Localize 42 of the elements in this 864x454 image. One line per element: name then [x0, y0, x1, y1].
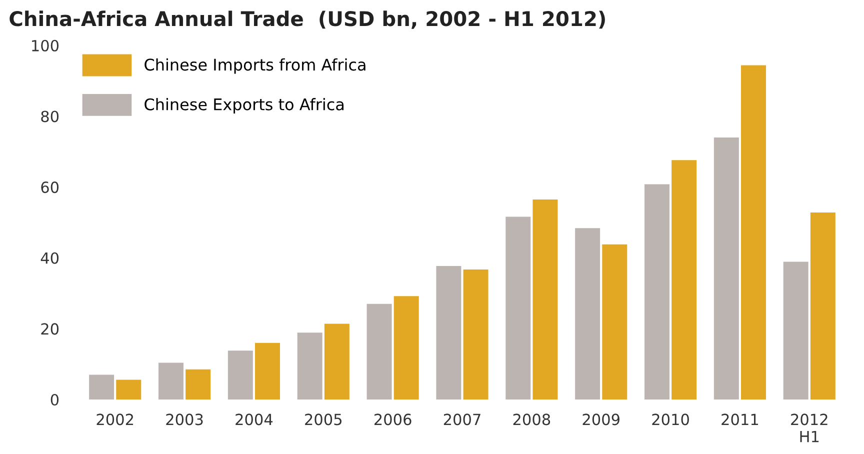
x-tick-label: 2008 [513, 414, 550, 426]
bar [672, 160, 697, 400]
bar [158, 362, 184, 400]
bar [324, 324, 350, 400]
bar [297, 332, 322, 400]
chart-title: China-Africa Annual Trade (USD bn, 2002 - H1 2012) [10, 10, 605, 29]
bar [463, 270, 488, 400]
bar [116, 380, 142, 400]
y-tick-label: 80 [41, 110, 59, 122]
bar [186, 369, 211, 400]
x-tick-label: 2002 [96, 414, 134, 426]
legend-label: Chinese Exports to Africa [144, 98, 344, 114]
bar [810, 212, 836, 400]
x-tick-label: 2004 [236, 414, 273, 426]
bar [394, 296, 419, 400]
x-tick-label: 2003 [166, 414, 203, 426]
y-tick-label: 20 [41, 323, 59, 335]
x-tick-label: 2007 [444, 414, 480, 426]
x-tick-label: 2010 [652, 414, 689, 426]
bar [436, 266, 462, 400]
y-tick-label: 0 [50, 394, 59, 406]
bar [740, 65, 766, 400]
legend-label: Chinese Imports from Africa [144, 58, 366, 74]
bar [254, 342, 280, 400]
bar [783, 262, 808, 400]
bar [366, 304, 392, 400]
x-tick-label: 2009 [582, 414, 620, 426]
bar [575, 228, 600, 400]
y-tick-label: 60 [41, 182, 59, 194]
bar [506, 216, 531, 400]
x-tick-label: 2006 [374, 414, 412, 426]
x-tick-label: 2005 [305, 414, 342, 426]
bar [644, 184, 670, 400]
y-tick-label: 40 [40, 252, 59, 264]
bar [89, 374, 114, 400]
bar [228, 350, 253, 400]
x-tick-label: 2011 [722, 414, 758, 426]
y-tick-label: 100 [32, 40, 59, 52]
bar [602, 244, 628, 400]
bar [714, 137, 739, 400]
bar [532, 199, 558, 400]
x-tick-label: 2012 H1 [791, 414, 828, 442]
